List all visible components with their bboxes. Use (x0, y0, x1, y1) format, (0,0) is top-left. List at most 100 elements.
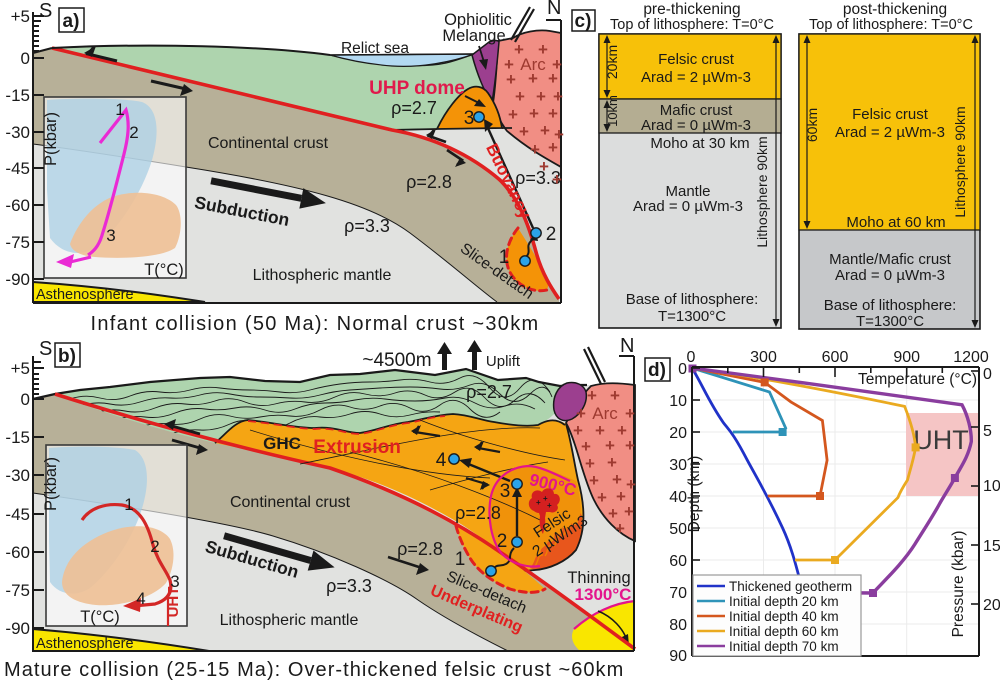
svg-text:Moho at 60 km: Moho at 60 km (846, 214, 945, 231)
svg-text:ρ=2.7: ρ=2.7 (466, 382, 512, 402)
svg-text:30: 30 (669, 457, 687, 474)
svg-text:60: 60 (669, 553, 687, 570)
svg-text:Mantle: Mantle (665, 183, 710, 200)
svg-text:UHT: UHT (913, 425, 969, 455)
svg-text:90: 90 (669, 648, 687, 665)
svg-text:+: + (589, 471, 599, 490)
svg-text:2: 2 (150, 537, 159, 556)
svg-text:1300°C: 1300°C (575, 585, 632, 604)
svg-text:+: + (576, 404, 586, 423)
svg-text:+: + (543, 494, 548, 503)
svg-text:-30: -30 (5, 466, 30, 485)
svg-text:T=1300°C: T=1300°C (856, 313, 924, 330)
svg-text:2: 2 (497, 531, 508, 552)
svg-text:Arad = 2 µWm-3: Arad = 2 µWm-3 (641, 69, 751, 86)
svg-text:Ophiolitic: Ophiolitic (444, 11, 512, 29)
svg-text:Melange: Melange (442, 27, 505, 45)
svg-text:+: + (573, 421, 583, 440)
svg-text:P(kbar): P(kbar) (42, 457, 60, 511)
svg-text:T=1300°C: T=1300°C (658, 308, 726, 325)
svg-text:ρ=3.3: ρ=3.3 (515, 168, 561, 188)
svg-text:Base of lithosphere:: Base of lithosphere: (626, 291, 759, 308)
svg-text:10: 10 (983, 478, 1000, 495)
svg-text:20: 20 (983, 597, 1000, 614)
svg-text:+: + (581, 437, 591, 456)
svg-text:+: + (536, 498, 541, 507)
svg-text:+: + (538, 40, 548, 59)
svg-text:S: S (39, 338, 52, 360)
svg-text:0: 0 (983, 366, 992, 383)
svg-text:+: + (552, 170, 562, 189)
svg-text:+: + (616, 487, 626, 506)
svg-text:5: 5 (983, 423, 992, 440)
svg-text:Initial depth 40 km: Initial depth 40 km (729, 609, 839, 624)
svg-text:+: + (504, 55, 514, 74)
svg-text:Infant collision (50 Ma): Norm: Infant collision (50 Ma): Normal crust ~… (90, 313, 539, 335)
svg-text:+: + (610, 386, 620, 405)
svg-text:20: 20 (669, 425, 687, 442)
svg-text:+: + (612, 470, 622, 489)
svg-text:900: 900 (893, 349, 920, 366)
svg-text:+5: +5 (11, 359, 30, 378)
svg-text:1: 1 (455, 549, 466, 570)
svg-text:a): a) (63, 11, 80, 32)
svg-text:Lithosphere 90km: Lithosphere 90km (952, 106, 968, 217)
svg-text:+: + (519, 122, 529, 141)
svg-text:ρ=2.7: ρ=2.7 (391, 98, 437, 118)
svg-text:Pressure (kbar): Pressure (kbar) (950, 531, 967, 638)
svg-text:+: + (548, 69, 558, 88)
svg-text:+: + (595, 421, 605, 440)
svg-text:UHP dome: UHP dome (369, 78, 465, 99)
svg-text:-45: -45 (5, 505, 30, 524)
svg-text:-60: -60 (5, 543, 30, 562)
svg-text:Initial depth 20 km: Initial depth 20 km (729, 594, 839, 609)
svg-text:ρ=2.8: ρ=2.8 (397, 539, 443, 559)
svg-text:+: + (597, 488, 607, 507)
svg-text:50: 50 (669, 521, 687, 538)
svg-text:Arad = 2 µWm-3: Arad = 2 µWm-3 (835, 124, 945, 141)
svg-text:+: + (530, 140, 540, 159)
svg-text:ρ=3.3: ρ=3.3 (326, 576, 372, 596)
svg-text:Mantle/Mafic crust: Mantle/Mafic crust (829, 251, 952, 268)
svg-text:Felsic crust: Felsic crust (658, 51, 735, 68)
svg-text:~4500m: ~4500m (362, 350, 431, 371)
svg-text:+: + (547, 501, 552, 510)
svg-text:T(°C): T(°C) (80, 608, 120, 626)
svg-text:1: 1 (499, 247, 510, 268)
svg-text:60km: 60km (804, 108, 820, 142)
svg-text:post-thickening: post-thickening (843, 1, 947, 18)
svg-text:-75: -75 (5, 581, 30, 600)
svg-text:ρ=2.8: ρ=2.8 (455, 503, 501, 523)
svg-text:+: + (536, 87, 546, 106)
svg-text:+: + (605, 436, 615, 455)
svg-text:3: 3 (464, 108, 475, 129)
svg-text:1: 1 (115, 100, 124, 119)
svg-text:1: 1 (124, 495, 133, 514)
svg-text:Lithospheric mantle: Lithospheric mantle (220, 612, 359, 629)
svg-text:80: 80 (669, 617, 687, 634)
svg-text:+: + (528, 69, 538, 88)
svg-text:40: 40 (669, 489, 687, 506)
svg-text:+: + (615, 519, 625, 538)
svg-text:pre-thickening: pre-thickening (643, 1, 740, 18)
svg-text:Uplift: Uplift (486, 353, 521, 370)
svg-text:15: 15 (983, 538, 1000, 555)
svg-text:+: + (585, 454, 595, 473)
svg-text:ρ=3.3: ρ=3.3 (344, 216, 390, 236)
svg-text:0: 0 (678, 361, 687, 378)
svg-text:Moho at 30 km: Moho at 30 km (650, 135, 749, 152)
svg-text:Top of lithosphere: T=0°C: Top of lithosphere: T=0°C (610, 17, 774, 33)
svg-text:T(°C): T(°C) (144, 261, 184, 279)
svg-text:0: 0 (21, 49, 30, 68)
svg-text:1200: 1200 (953, 349, 989, 366)
svg-text:+: + (548, 104, 558, 123)
svg-text:+: + (514, 40, 524, 59)
svg-text:-30: -30 (5, 123, 30, 142)
svg-text:Depth (km): Depth (km) (686, 456, 703, 533)
svg-text:Mafic crust: Mafic crust (660, 102, 733, 119)
svg-text:4: 4 (136, 589, 145, 608)
svg-text:S: S (39, 0, 52, 22)
svg-text:3: 3 (500, 481, 511, 502)
svg-text:Arad = 0 µWm-3: Arad = 0 µWm-3 (641, 117, 751, 134)
svg-text:+: + (529, 104, 539, 123)
